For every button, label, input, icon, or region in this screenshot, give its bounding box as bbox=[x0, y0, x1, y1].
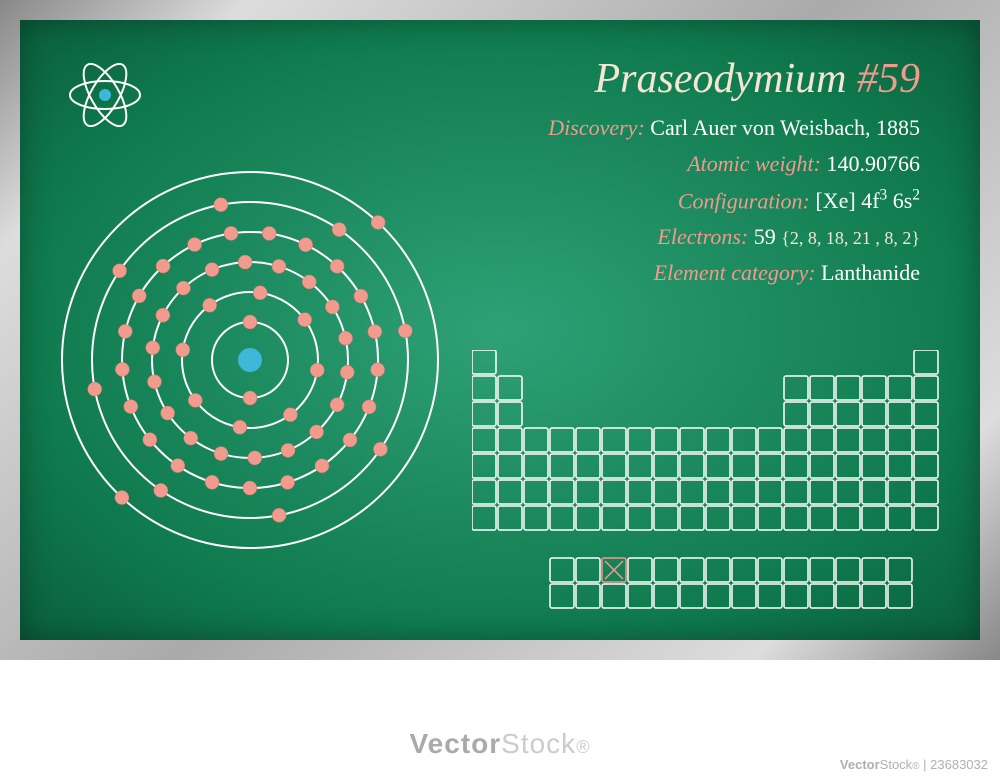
periodic-table bbox=[472, 350, 940, 610]
fact-row: Element category: Lanthanide bbox=[548, 260, 920, 286]
watermark-brand1: Vector bbox=[410, 728, 502, 759]
chalkboard: Praseodymium #59 Discovery: Carl Auer vo… bbox=[20, 20, 980, 640]
fact-row: Discovery: Carl Auer von Weisbach, 1885 bbox=[548, 115, 920, 141]
fact-row: Electrons: 59 {2, 8, 18, 21 , 8, 2} bbox=[548, 224, 920, 250]
watermark-brand2: Stock bbox=[501, 728, 576, 759]
fact-row: Atomic weight: 140.90766 bbox=[548, 151, 920, 177]
element-title: Praseodymium #59 bbox=[548, 55, 920, 103]
metal-frame: Praseodymium #59 Discovery: Carl Auer vo… bbox=[0, 0, 1000, 660]
atom-icon bbox=[65, 55, 145, 135]
image-id: VectorStock® | 23683032 bbox=[840, 757, 988, 772]
watermark: VectorStock® bbox=[0, 728, 1000, 760]
element-name: Praseodymium bbox=[595, 56, 847, 102]
element-info: Praseodymium #59 Discovery: Carl Auer vo… bbox=[548, 55, 920, 296]
atomic-number: #59 bbox=[857, 56, 920, 102]
atom-model bbox=[60, 170, 440, 550]
fact-row: Configuration: [Xe] 4f3 6s2 bbox=[548, 187, 920, 214]
